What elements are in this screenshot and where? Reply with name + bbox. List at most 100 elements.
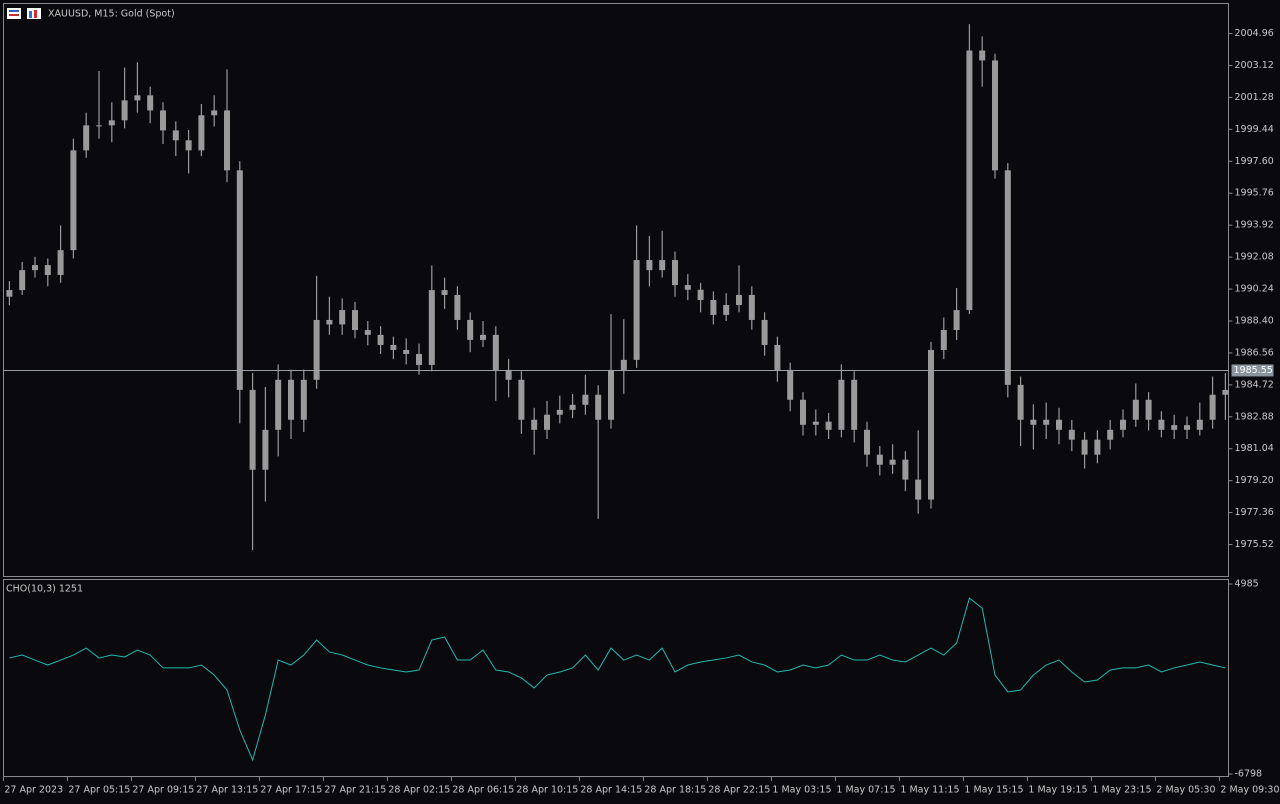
indicator-title: CHO(10,3) 1251 — [6, 584, 83, 595]
candle-body — [1094, 439, 1101, 455]
y-tick-label: 1995.76 — [1235, 188, 1274, 199]
price-panel — [3, 3, 1229, 577]
x-tick-label: 28 Apr 14:15 — [580, 785, 642, 796]
x-tick-label: 28 Apr 22:15 — [708, 785, 770, 796]
candle-body — [915, 479, 922, 500]
y-tick-label: 2003.12 — [1235, 60, 1274, 71]
candle-body — [172, 130, 179, 141]
candle-body — [851, 379, 858, 430]
candle-body — [352, 310, 358, 331]
candle-body — [787, 369, 794, 400]
x-tick-label: 28 Apr 10:15 — [516, 785, 578, 796]
chart-title: XAUUSD, M15: Gold (Spot) — [48, 9, 175, 20]
candle-body — [326, 319, 333, 325]
symbol-icon[interactable] — [27, 8, 41, 19]
candle-body — [403, 349, 410, 354]
candle-body — [1107, 429, 1114, 440]
x-tick-label: 28 Apr 06:15 — [452, 785, 514, 796]
candle-body — [1120, 419, 1126, 430]
candle-body — [83, 125, 90, 151]
y-tick-label: 1986.56 — [1235, 347, 1274, 358]
y-tick-label: 1997.60 — [1235, 156, 1274, 167]
candle-body — [134, 95, 141, 101]
candle-body — [966, 50, 973, 311]
candle-body — [1132, 399, 1139, 420]
current-price-box — [1231, 364, 1274, 377]
candle-body — [428, 290, 435, 365]
candle-body — [684, 285, 691, 290]
candle-body — [364, 330, 371, 335]
x-tick-label: 1 May 03:15 — [772, 785, 831, 796]
candle-body — [1171, 425, 1178, 430]
candle-body — [825, 421, 832, 430]
candle-body — [32, 265, 38, 271]
candle-body — [6, 290, 13, 297]
y-tick-label: 1988.40 — [1235, 315, 1274, 326]
candle-body — [800, 399, 806, 425]
y-tick-label: 1979.20 — [1235, 475, 1274, 486]
x-tick-label: 1 May 11:15 — [900, 785, 959, 796]
candle-body — [147, 95, 154, 111]
candle-body — [531, 419, 538, 430]
candle-body — [838, 379, 845, 430]
candle-body — [1209, 394, 1216, 420]
candle-body — [70, 150, 77, 251]
candle-body — [57, 250, 64, 275]
candle-body — [313, 319, 320, 380]
candle-body — [928, 349, 934, 500]
y-tick-label: 2001.28 — [1235, 92, 1274, 103]
candle-body — [1196, 419, 1203, 430]
candle-body — [659, 260, 666, 271]
x-tick-label: 27 Apr 17:15 — [260, 785, 322, 796]
candle-body — [582, 394, 589, 405]
candle-body — [1081, 439, 1088, 455]
candle-body — [1004, 170, 1011, 385]
candle-body — [774, 344, 781, 370]
x-tick-label: 2 May 05:30 — [1156, 785, 1215, 796]
candle-body — [992, 60, 998, 171]
x-tick-label: 28 Apr 18:15 — [644, 785, 706, 796]
candle-body — [1158, 419, 1165, 430]
candle-body — [1222, 389, 1229, 395]
candle-body — [249, 389, 256, 470]
candle-body — [1043, 419, 1050, 425]
candle-body — [544, 414, 550, 430]
candle-body — [121, 100, 128, 121]
menu-icon[interactable] — [7, 8, 21, 19]
y-tick-label: 1982.88 — [1235, 411, 1274, 422]
candle-body — [953, 310, 960, 331]
candle-body — [44, 265, 51, 275]
candle-body — [569, 404, 576, 410]
candle-body — [1068, 429, 1075, 440]
candle-body — [198, 115, 205, 151]
candle-body — [1030, 419, 1037, 425]
y-tick-label: 1977.36 — [1235, 507, 1274, 518]
x-tick-label: 1 May 19:15 — [1028, 785, 1087, 796]
candle-body — [160, 110, 166, 131]
candle-body — [377, 334, 384, 345]
indicator-line — [9, 597, 1226, 762]
y-tick-label: 1975.52 — [1235, 539, 1274, 550]
candle-body — [96, 125, 102, 127]
candle-body — [1017, 384, 1024, 420]
candle-body — [608, 369, 614, 420]
candle-body — [556, 409, 563, 415]
indicator-panel — [3, 579, 1229, 777]
candle-body — [697, 289, 704, 300]
y-tick-label: 1984.72 — [1235, 379, 1274, 390]
x-tick-label: 27 Apr 2023 — [4, 785, 63, 796]
x-tick-label: 27 Apr 13:15 — [196, 785, 258, 796]
candle-body — [812, 421, 819, 425]
candle-body — [864, 429, 870, 455]
candle-body — [19, 270, 26, 291]
candle-body — [224, 110, 230, 171]
candle-body — [748, 294, 755, 320]
x-tick-label: 1 May 23:15 — [1092, 785, 1151, 796]
candle-body — [288, 379, 294, 420]
current-price-label: 1985.55 — [1234, 365, 1273, 376]
candle-body — [889, 459, 896, 465]
y-tick-label: 1999.44 — [1235, 124, 1274, 135]
candle-body — [1056, 419, 1062, 430]
x-tick-label: 1 May 07:15 — [836, 785, 895, 796]
